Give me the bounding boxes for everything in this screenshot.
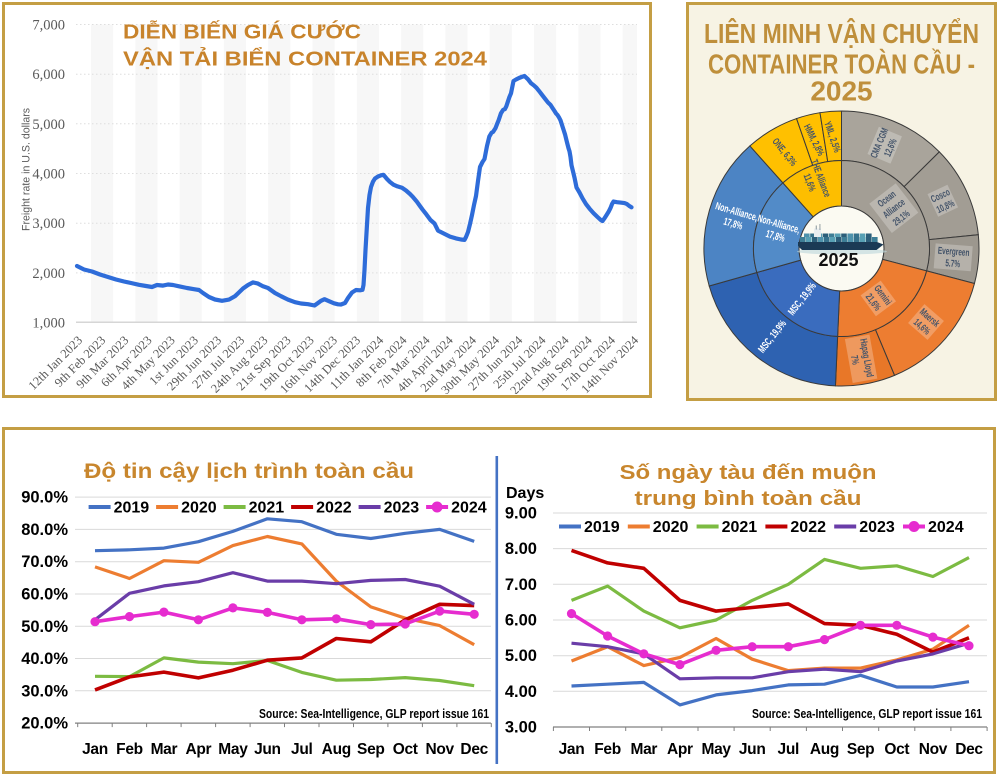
svg-text:2022: 2022 bbox=[790, 519, 826, 536]
svg-text:2024: 2024 bbox=[928, 519, 964, 536]
svg-text:5.7%: 5.7% bbox=[945, 257, 961, 270]
svg-text:7.00: 7.00 bbox=[505, 576, 537, 594]
svg-text:2023: 2023 bbox=[859, 519, 895, 536]
svg-text:Mar: Mar bbox=[151, 741, 178, 758]
svg-text:2019: 2019 bbox=[114, 500, 150, 517]
svg-text:Dec: Dec bbox=[460, 741, 488, 758]
svg-text:Apr: Apr bbox=[186, 741, 212, 758]
svg-text:Evergreen: Evergreen bbox=[937, 244, 970, 258]
svg-text:Oct: Oct bbox=[393, 741, 418, 758]
svg-text:Source: Sea-Intelligence, GLP: Source: Sea-Intelligence, GLP report iss… bbox=[259, 707, 489, 721]
svg-text:Dec: Dec bbox=[955, 741, 983, 758]
svg-text:Sep: Sep bbox=[847, 741, 875, 758]
svg-text:9.00: 9.00 bbox=[505, 505, 537, 523]
svg-text:80.0%: 80.0% bbox=[21, 521, 68, 539]
svg-text:6.00: 6.00 bbox=[505, 612, 537, 630]
svg-text:Feb: Feb bbox=[594, 741, 621, 758]
svg-text:Nov: Nov bbox=[426, 741, 455, 758]
svg-text:70.0%: 70.0% bbox=[21, 553, 68, 571]
svg-text:Aug: Aug bbox=[810, 741, 839, 758]
svg-text:2020: 2020 bbox=[653, 519, 689, 536]
svg-text:90.0%: 90.0% bbox=[21, 489, 68, 507]
svg-text:2022: 2022 bbox=[316, 500, 352, 517]
svg-text:Source: Sea-Intelligence, GLP: Source: Sea-Intelligence, GLP report iss… bbox=[752, 707, 982, 721]
svg-text:5,000: 5,000 bbox=[32, 117, 65, 133]
svg-text:VẬN TẢI BIỂN CONTAINER 2024: VẬN TẢI BIỂN CONTAINER 2024 bbox=[123, 47, 488, 71]
svg-text:Freight rate in U.S. dollars: Freight rate in U.S. dollars bbox=[21, 108, 33, 231]
svg-text:Days: Days bbox=[506, 485, 544, 502]
svg-text:40.0%: 40.0% bbox=[21, 650, 68, 668]
svg-text:6,000: 6,000 bbox=[32, 67, 65, 83]
svg-text:2020: 2020 bbox=[181, 500, 217, 517]
svg-text:Sep: Sep bbox=[357, 741, 385, 758]
svg-text:Jun: Jun bbox=[254, 741, 281, 758]
svg-text:Jul: Jul bbox=[778, 741, 800, 758]
svg-text:May: May bbox=[701, 741, 731, 758]
svg-text:30.0%: 30.0% bbox=[21, 682, 68, 700]
svg-text:Mar: Mar bbox=[630, 741, 657, 758]
svg-text:4.00: 4.00 bbox=[505, 683, 537, 701]
svg-text:17,8%: 17,8% bbox=[764, 228, 786, 245]
svg-text:1,000: 1,000 bbox=[32, 316, 65, 332]
svg-text:Jul: Jul bbox=[291, 741, 313, 758]
svg-text:Độ tin cậy lịch trình toàn cầu: Độ tin cậy lịch trình toàn cầu bbox=[84, 460, 414, 483]
svg-text:DIỄN BIẾN GIÁ CƯỚC: DIỄN BIẾN GIÁ CƯỚC bbox=[123, 20, 361, 44]
svg-text:Feb: Feb bbox=[116, 741, 143, 758]
svg-text:3,000: 3,000 bbox=[32, 216, 65, 232]
svg-text:Nov: Nov bbox=[919, 741, 948, 758]
svg-text:8.00: 8.00 bbox=[505, 540, 537, 558]
svg-text:2025: 2025 bbox=[818, 250, 858, 270]
svg-text:60.0%: 60.0% bbox=[21, 586, 68, 604]
svg-text:50.0%: 50.0% bbox=[21, 618, 68, 636]
svg-text:20.0%: 20.0% bbox=[21, 715, 68, 733]
svg-text:LIÊN MINH VẬN CHUYỂN: LIÊN MINH VẬN CHUYỂN bbox=[704, 18, 979, 49]
svg-text:2,000: 2,000 bbox=[32, 266, 65, 282]
svg-text:2019: 2019 bbox=[584, 519, 620, 536]
svg-text:Aug: Aug bbox=[322, 741, 351, 758]
svg-text:7%: 7% bbox=[849, 354, 862, 366]
svg-text:Oct: Oct bbox=[884, 741, 909, 758]
svg-text:CONTAINER TOÀN CẦU -: CONTAINER TOÀN CẦU - bbox=[708, 49, 975, 80]
svg-text:2025: 2025 bbox=[810, 76, 872, 107]
svg-text:Jan: Jan bbox=[559, 741, 585, 758]
svg-text:trung bình toàn cầu: trung bình toàn cầu bbox=[635, 487, 862, 510]
svg-text:Jan: Jan bbox=[82, 741, 108, 758]
svg-text:4,000: 4,000 bbox=[32, 167, 65, 183]
svg-text:7,000: 7,000 bbox=[32, 18, 65, 34]
svg-text:2021: 2021 bbox=[249, 500, 285, 517]
svg-text:Jun: Jun bbox=[739, 741, 766, 758]
svg-text:2024: 2024 bbox=[451, 500, 487, 517]
svg-text:17,8%: 17,8% bbox=[722, 215, 744, 232]
svg-text:5.00: 5.00 bbox=[505, 647, 537, 665]
svg-text:Số ngày tàu đến muộn: Số ngày tàu đến muộn bbox=[620, 461, 877, 484]
svg-text:May: May bbox=[218, 741, 248, 758]
svg-text:3.00: 3.00 bbox=[505, 719, 537, 737]
svg-text:Apr: Apr bbox=[667, 741, 693, 758]
svg-text:2023: 2023 bbox=[384, 500, 420, 517]
svg-text:2021: 2021 bbox=[722, 519, 758, 536]
